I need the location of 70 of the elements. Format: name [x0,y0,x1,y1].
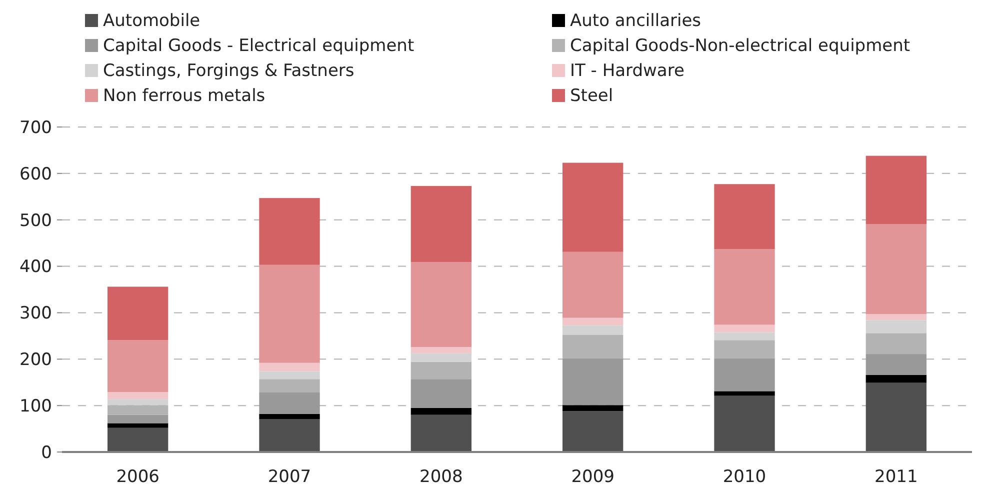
legend-label: IT - Hardware [570,61,684,81]
bar [866,354,926,375]
x-tick-label: 2011 [874,467,918,487]
bar [108,414,168,424]
x-tick-label: 2009 [571,467,614,487]
y-tick-label: 400 [20,257,52,278]
bar [714,340,775,358]
bar [714,391,775,396]
y-tick-label: 600 [20,164,52,184]
bar [866,374,926,383]
bar [714,184,775,250]
bar [562,335,624,358]
bar [108,428,168,452]
bar [259,379,320,392]
bar [410,379,472,408]
bar [259,198,320,265]
y-tick-label: 200 [20,350,52,370]
bar [410,362,472,380]
bar [866,333,926,354]
bar [410,186,472,262]
bar [562,162,624,252]
bar [108,405,168,415]
legend-label: Steel [570,86,614,106]
bar [410,408,472,415]
bar [562,325,624,335]
bar [866,382,926,452]
bar [108,286,168,340]
bar [562,358,624,406]
legend-label: Castings, Forgings & Fastners [103,61,354,81]
x-tick-label: 2008 [420,467,463,487]
legend-label: Non ferrous metals [103,86,266,106]
y-tick-label: 700 [20,118,52,138]
bar [562,411,624,452]
bar [108,399,168,406]
bar [562,405,624,412]
bar [866,314,926,320]
bar [562,318,624,326]
bar [410,414,472,452]
bar [410,262,472,348]
bar [108,392,168,400]
bar [108,423,168,428]
x-tick-label: 2007 [268,467,312,487]
bar [410,353,472,362]
bar [259,362,320,372]
bar [259,419,320,452]
legend-label: Capital Goods - Electrical equipment [103,36,414,56]
y-tick-label: 300 [20,304,52,324]
bar [562,252,624,318]
y-tick-label: 500 [20,210,52,231]
x-tick-label: 2010 [722,467,766,487]
x-tick-label: 2006 [116,467,160,487]
y-tick-label: 100 [20,396,52,417]
bar [866,156,926,224]
bar [866,224,926,314]
bar [714,358,775,392]
bar [259,371,320,380]
bar [259,264,320,363]
bar [410,347,472,354]
bar [714,332,775,340]
legend-label: Automobile [103,11,200,31]
bar [108,340,168,392]
legend-label: Auto ancillaries [570,11,702,31]
bar [259,392,320,414]
bar [866,320,926,334]
bar [714,249,775,325]
bar [714,324,775,332]
bar [714,396,775,452]
y-tick-label: 0 [41,442,52,463]
bar [259,414,320,420]
legend-label: Capital Goods-Non-electrical equipment [570,36,910,56]
